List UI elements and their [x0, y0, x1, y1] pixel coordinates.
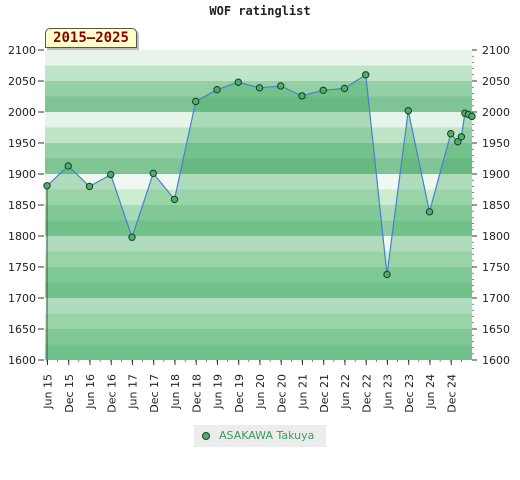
y-tick-label-left: 1700 — [8, 292, 36, 305]
y-tick-label-left: 1950 — [8, 137, 36, 150]
background-band — [45, 189, 472, 205]
period-badge: 2015–2025 — [45, 28, 137, 48]
data-point — [234, 78, 242, 86]
x-tick-label: Jun 19 — [212, 374, 225, 410]
data-point — [255, 84, 264, 92]
x-tick-label: Dec 22 — [360, 374, 373, 413]
data-point — [170, 195, 179, 204]
x-tick-label: Dec 24 — [445, 374, 458, 413]
y-tick-label-right: 1750 — [482, 261, 510, 274]
data-point — [298, 92, 306, 100]
data-point — [85, 182, 94, 191]
background-band — [45, 251, 472, 267]
x-tick-label: Jun 15 — [42, 374, 55, 410]
x-tick-label: Dec 23 — [403, 374, 416, 413]
x-tick-label: Dec 21 — [318, 374, 331, 413]
y-tick-label-right: 2050 — [482, 75, 510, 88]
rating-area — [47, 74, 472, 361]
background-band — [45, 220, 472, 236]
legend-marker — [202, 432, 210, 440]
y-tick-label-left: 1650 — [8, 323, 36, 336]
background-band — [45, 236, 472, 252]
y-tick-label-left: 1600 — [8, 354, 36, 367]
x-tick-label: Jun 23 — [382, 374, 395, 410]
background-band — [45, 282, 472, 298]
y-tick-label-left: 2050 — [8, 75, 36, 88]
y-tick-label-left: 2100 — [8, 44, 36, 57]
data-point — [383, 270, 391, 279]
y-tick-label-right: 1700 — [482, 292, 510, 305]
y-tick-label-left: 1750 — [8, 261, 36, 274]
data-point — [404, 107, 412, 115]
data-point — [454, 138, 462, 146]
x-tick-label: Jun 16 — [84, 374, 97, 410]
data-point — [340, 84, 349, 93]
data-point — [425, 208, 434, 216]
y-tick-label-right: 1800 — [482, 230, 510, 243]
x-tick-label: Dec 20 — [275, 374, 288, 413]
x-tick-label: Dec 15 — [63, 374, 76, 413]
chart-title: WOF ratinglist — [209, 4, 311, 18]
background-band — [45, 344, 472, 360]
x-tick-label: Dec 19 — [233, 374, 246, 413]
x-tick-label: Jun 20 — [254, 374, 267, 410]
y-tick-label-left: 1900 — [8, 168, 36, 181]
y-tick-label-right: 2100 — [482, 44, 510, 57]
x-tick-label: Jun 18 — [169, 374, 182, 410]
x-tick-label: Jun 22 — [339, 374, 352, 410]
legend-label: ASAKAWA Takuya — [219, 429, 315, 442]
data-point — [64, 162, 72, 170]
y-tick-label-right: 1850 — [482, 199, 510, 212]
background-band — [45, 313, 472, 329]
data-point — [447, 130, 455, 138]
data-point — [128, 233, 136, 241]
data-point — [107, 170, 115, 179]
background-band — [45, 50, 472, 66]
background-band — [45, 329, 472, 345]
x-tick-label: Dec 18 — [190, 374, 203, 413]
data-point — [319, 86, 327, 95]
data-point — [277, 82, 285, 90]
x-tick-label: Dec 16 — [105, 374, 118, 413]
x-tick-label: Jun 24 — [424, 374, 437, 410]
y-tick-label-left: 1800 — [8, 230, 36, 243]
x-tick-label: Jun 21 — [297, 374, 310, 410]
x-tick-label: Jun 17 — [127, 374, 140, 410]
data-point — [362, 71, 370, 79]
y-tick-label-left: 1850 — [8, 199, 36, 212]
data-point — [149, 169, 157, 178]
background-band — [45, 205, 472, 221]
data-point — [213, 85, 221, 94]
data-point — [43, 182, 51, 190]
background-band — [45, 143, 472, 159]
background-band — [45, 112, 472, 128]
y-tick-label-right: 1900 — [482, 168, 510, 181]
chart-legend: ASAKAWA Takuya — [194, 425, 326, 447]
background-band — [45, 267, 472, 283]
data-point — [468, 112, 476, 121]
x-tick-label: Dec 17 — [148, 374, 161, 413]
background-band — [45, 298, 472, 314]
data-point — [457, 133, 466, 141]
data-point — [192, 97, 200, 106]
y-tick-label-right: 2000 — [482, 106, 510, 119]
y-tick-label-right: 1650 — [482, 323, 510, 336]
y-tick-label-left: 2000 — [8, 106, 36, 119]
background-band — [45, 96, 472, 112]
background-band — [45, 127, 472, 143]
background-band — [45, 65, 472, 81]
y-tick-label-right: 1600 — [482, 354, 510, 367]
y-tick-label-right: 1950 — [482, 137, 510, 150]
